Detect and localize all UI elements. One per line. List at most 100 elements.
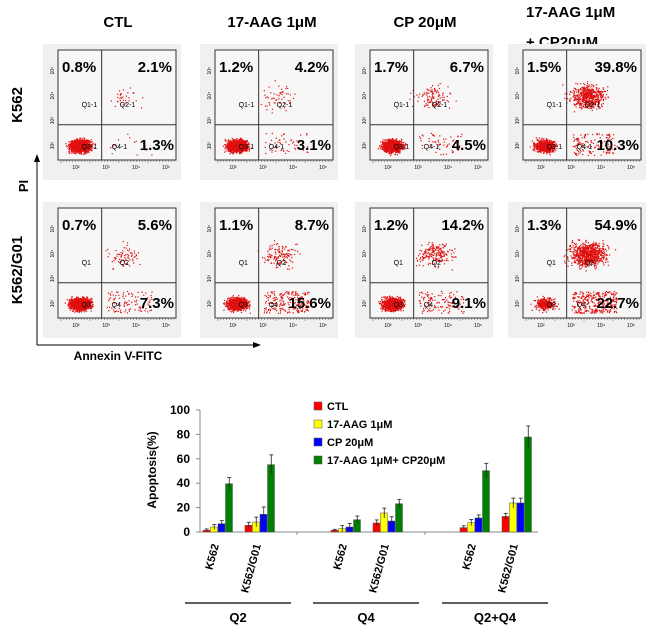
- event-dot: [429, 141, 430, 142]
- event-dot: [601, 104, 602, 105]
- event-dot: [242, 141, 243, 142]
- event-dot: [274, 98, 275, 99]
- event-dot: [73, 152, 74, 153]
- event-dot: [419, 94, 420, 95]
- event-dot: [277, 142, 278, 143]
- event-dot: [613, 134, 614, 135]
- event-dot: [432, 95, 433, 96]
- event-dot: [231, 150, 232, 151]
- event-dot: [68, 142, 69, 143]
- quadrant-label: Q2-1: [120, 102, 136, 109]
- x-tick-label: 10⁵: [474, 165, 482, 171]
- event-dot: [443, 145, 444, 146]
- event-dot: [424, 101, 425, 102]
- event-dot: [287, 150, 288, 151]
- q1-percentage: 1.2%: [219, 59, 253, 76]
- x-tick-label: 10²: [72, 165, 80, 171]
- event-dot: [448, 144, 449, 145]
- event-dot: [269, 102, 270, 103]
- event-dot: [232, 148, 233, 149]
- event-dot: [588, 155, 589, 156]
- event-dot: [569, 94, 570, 95]
- event-dot: [284, 138, 285, 139]
- event-dot: [392, 139, 393, 140]
- event-dot: [69, 149, 70, 150]
- event-dot: [91, 139, 92, 140]
- event-dot: [550, 154, 551, 155]
- event-dot: [436, 92, 437, 93]
- quadrant-label: Q4-1: [269, 144, 285, 151]
- event-dot: [427, 100, 428, 101]
- event-dot: [594, 155, 595, 156]
- y-tick-label: 10⁵: [207, 67, 213, 75]
- event-dot: [88, 152, 89, 153]
- q1-percentage: 0.8%: [62, 59, 96, 76]
- y-tick-label: 10²: [362, 142, 368, 150]
- q2-percentage: 2.1%: [138, 59, 172, 76]
- event-dot: [426, 103, 427, 104]
- event-dot: [71, 148, 72, 149]
- event-dot: [88, 142, 89, 143]
- event-dot: [425, 105, 426, 106]
- event-dot: [83, 140, 84, 141]
- event-dot: [68, 144, 69, 145]
- event-dot: [227, 144, 228, 145]
- event-dot: [225, 144, 226, 145]
- row-label-k562-g01: K562/G01: [9, 236, 26, 304]
- event-dot: [433, 97, 434, 98]
- event-dot: [585, 141, 586, 142]
- event-dot: [570, 98, 571, 99]
- event-dot: [448, 101, 449, 102]
- event-dot: [268, 97, 269, 98]
- x-tick-label: 10³: [102, 165, 110, 171]
- event-dot: [286, 110, 287, 111]
- event-dot: [583, 83, 584, 84]
- event-dot: [421, 140, 422, 141]
- event-dot: [271, 140, 272, 141]
- event-dot: [294, 145, 295, 146]
- event-dot: [394, 154, 395, 155]
- event-dot: [389, 143, 390, 144]
- x-tick-label: 10⁵: [319, 165, 327, 171]
- event-dot: [279, 140, 280, 141]
- event-dot: [432, 93, 433, 94]
- x-tick-label: 10²: [384, 165, 392, 171]
- event-dot: [265, 153, 266, 154]
- event-dot: [79, 153, 80, 154]
- event-dot: [235, 146, 236, 147]
- event-dot: [420, 138, 421, 139]
- event-dot: [403, 142, 404, 143]
- event-dot: [287, 88, 288, 89]
- event-dot: [574, 100, 575, 101]
- event-dot: [267, 105, 268, 106]
- event-dot: [575, 88, 576, 89]
- event-dot: [123, 100, 124, 101]
- event-dot: [127, 134, 128, 135]
- event-dot: [80, 153, 81, 154]
- event-dot: [234, 139, 235, 140]
- event-dot: [90, 141, 91, 142]
- event-dot: [431, 100, 432, 101]
- event-dot: [418, 97, 419, 98]
- event-dot: [383, 142, 384, 143]
- event-dot: [401, 139, 402, 140]
- event-dot: [443, 139, 444, 140]
- event-dot: [232, 153, 233, 154]
- event-dot: [379, 146, 380, 147]
- event-dot: [241, 141, 242, 142]
- event-dot: [590, 86, 591, 87]
- event-dot: [438, 85, 439, 86]
- event-dot: [284, 134, 285, 135]
- event-dot: [280, 92, 281, 93]
- event-dot: [582, 137, 583, 138]
- q2-percentage: 4.2%: [295, 59, 329, 76]
- event-dot: [71, 152, 72, 153]
- event-dot: [444, 97, 445, 98]
- event-dot: [593, 143, 594, 144]
- event-dot: [427, 102, 428, 103]
- event-dot: [429, 138, 430, 139]
- event-dot: [128, 97, 129, 98]
- event-dot: [580, 152, 581, 153]
- event-dot: [72, 140, 73, 141]
